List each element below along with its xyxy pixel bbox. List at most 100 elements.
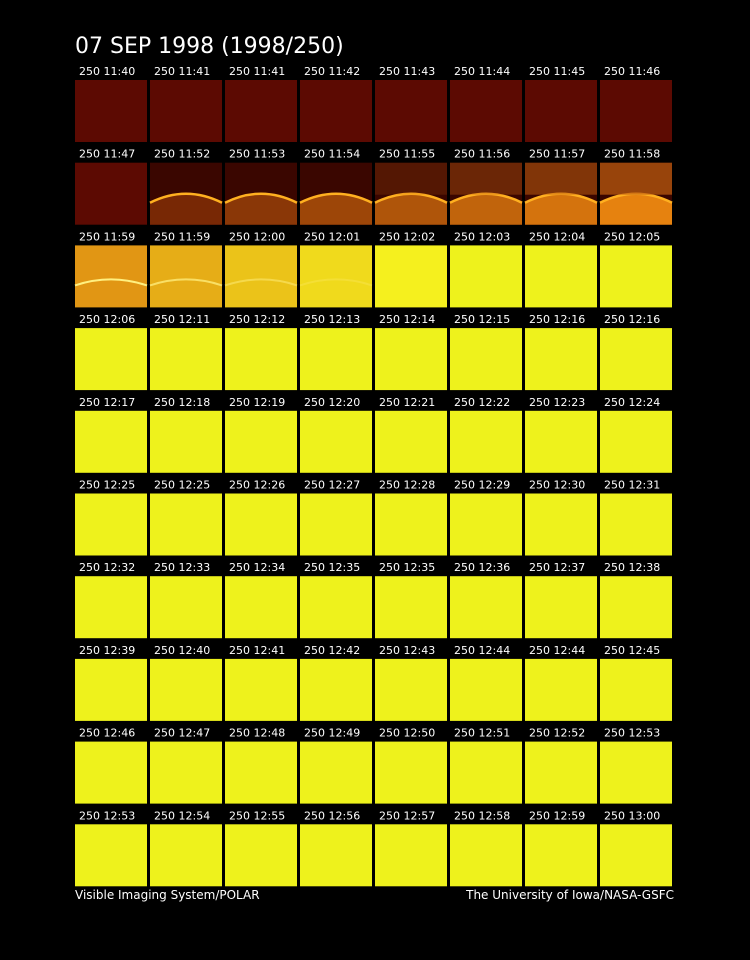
tile-label: 250 11:54: [304, 148, 360, 161]
tile-arc: [374, 192, 448, 204]
tile-image: [375, 245, 447, 308]
image-tile: [600, 328, 672, 391]
tile-label: 250 12:03: [454, 230, 510, 243]
title: 07 SEP 1998 (1998/250): [75, 34, 344, 59]
image-tile: [525, 328, 597, 391]
tile-label: 250 12:20: [304, 396, 360, 409]
image-tile: [300, 824, 372, 887]
tile-haze: [525, 162, 597, 195]
tile-label: 250 12:19: [229, 396, 285, 409]
tile-image: [600, 80, 672, 142]
tile-image: [75, 80, 147, 142]
tile-label: 250 12:44: [454, 644, 510, 657]
tile-label: 250 12:26: [229, 479, 285, 492]
tile-image: [75, 741, 147, 804]
tile-glow: [225, 193, 297, 225]
tile-image: [375, 576, 447, 639]
tile-label: 250 12:33: [154, 561, 210, 574]
tile-label: 250 12:12: [229, 313, 285, 326]
image-tile: [225, 658, 297, 721]
tile-label: 250 12:00: [229, 230, 285, 243]
tile-label: 250 11:59: [79, 230, 135, 243]
tile-label: 250 12:11: [154, 313, 210, 326]
tile-image: [225, 576, 297, 639]
image-tile: [300, 576, 372, 639]
image-tile: [150, 410, 222, 473]
tile-haze: [375, 162, 447, 195]
tile-image: [600, 245, 672, 308]
tile-label: 250 12:17: [79, 396, 135, 409]
image-tile: [375, 493, 447, 556]
image-tile: [600, 410, 672, 473]
image-tile: [525, 824, 597, 887]
image-tile: [225, 741, 297, 804]
tile-label: 250 12:21: [379, 396, 435, 409]
image-tile: [300, 658, 372, 721]
image-tile: [225, 824, 297, 887]
image-tile: [600, 245, 672, 308]
tile-label: 250 12:18: [154, 396, 210, 409]
tile-image: [375, 658, 447, 721]
tile-label: 250 12:39: [79, 644, 135, 657]
tile-image: [525, 80, 597, 142]
image-tile: [150, 576, 222, 639]
tile-label: 250 11:58: [604, 148, 660, 161]
image-tile: [375, 328, 447, 391]
image-tile: [75, 328, 147, 391]
tile-arc: [149, 192, 223, 204]
image-tile: [375, 245, 447, 308]
tile-image: [75, 658, 147, 721]
image-tile: [150, 658, 222, 721]
tile-image: [525, 658, 597, 721]
tile-label: 250 12:25: [79, 479, 135, 492]
tile-glow: [375, 193, 447, 225]
image-tile: [225, 576, 297, 639]
tile-image: [450, 410, 522, 473]
tile-label: 250 11:52: [154, 148, 210, 161]
tile-label: 250 12:01: [304, 230, 360, 243]
tile-image: [375, 80, 447, 142]
image-tile: [600, 80, 672, 142]
tile-image: [600, 410, 672, 473]
tile-label: 250 12:45: [604, 644, 660, 657]
tile-label: 250 12:51: [454, 727, 510, 740]
tile-image: [375, 741, 447, 804]
image-tile: [375, 576, 447, 639]
image-tile: [450, 80, 522, 142]
image-tile: [300, 80, 372, 142]
tile-label: 250 11:44: [454, 65, 510, 78]
tile-label: 250 11:53: [229, 148, 285, 161]
tile-label: 250 12:06: [79, 313, 135, 326]
image-tile: [600, 741, 672, 804]
tile-image: [75, 576, 147, 639]
image-tile: [600, 576, 672, 639]
image-tile: [524, 162, 598, 225]
footer-left: Visible Imaging System/POLAR: [75, 888, 260, 902]
tile-glow: [450, 193, 522, 225]
tile-label: 250 12:27: [304, 479, 360, 492]
tile-haze: [600, 162, 672, 195]
tile-label: 250 12:58: [454, 809, 510, 822]
tile-arc: [224, 278, 298, 287]
image-tile: [450, 576, 522, 639]
tile-image: [225, 658, 297, 721]
image-tile: [75, 410, 147, 473]
image-tile: [149, 245, 223, 308]
tile-label: 250 12:44: [529, 644, 585, 657]
tile-label: 250 12:48: [229, 727, 285, 740]
tile-image: [300, 410, 372, 473]
tile-label: 250 11:59: [154, 230, 210, 243]
image-tile: [375, 658, 447, 721]
image-tile: [225, 410, 297, 473]
tile-label: 250 12:38: [604, 561, 660, 574]
tile-label: 250 11:41: [154, 65, 210, 78]
tile-image: [225, 824, 297, 887]
tile-label: 250 12:53: [604, 727, 660, 740]
tile-label: 250 11:42: [304, 65, 360, 78]
tile-image: [75, 245, 147, 308]
tile-arc: [299, 192, 373, 204]
tile-image: [225, 493, 297, 556]
image-tile: [450, 493, 522, 556]
tile-image: [525, 741, 597, 804]
